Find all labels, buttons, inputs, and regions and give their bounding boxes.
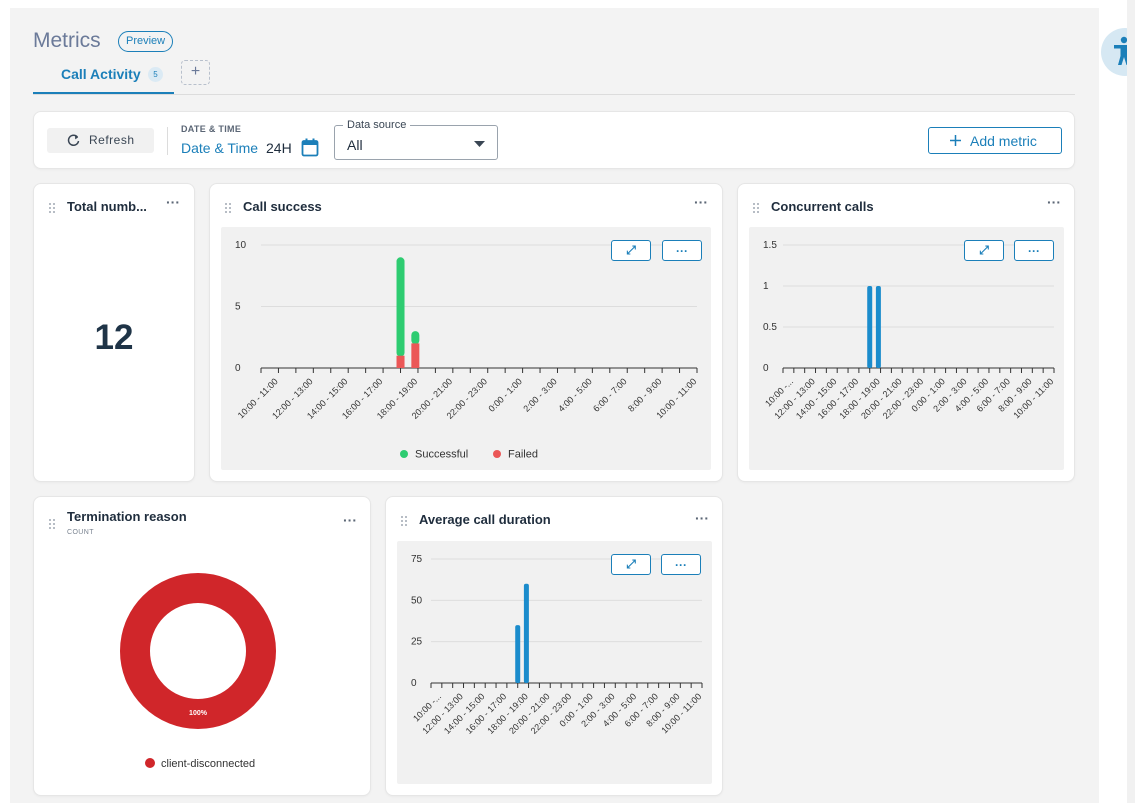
date-time-picker[interactable]: Date & Time 24H <box>181 138 321 158</box>
drag-handle-icon[interactable] <box>401 516 409 526</box>
refresh-button[interactable]: Refresh <box>47 128 154 153</box>
toolbar: Refresh DATE & TIME Date & Time 24H Data… <box>33 111 1075 169</box>
x-tick-label: 0:00 - 1:00 <box>487 376 524 413</box>
x-tick-label: 2:00 - 3:00 <box>521 376 558 413</box>
date-range-value: 24H <box>266 140 292 156</box>
bar-failed <box>396 355 405 368</box>
legend-label: Successful <box>415 449 468 461</box>
legend-label: Failed <box>508 449 538 461</box>
widget-concurrent-calls: Concurrent calls ··· 0 0.5 1 1.5 10:00 -... 1… <box>737 183 1075 482</box>
donut-slice <box>120 573 276 729</box>
more-options-icon[interactable]: ··· <box>166 194 180 210</box>
widget-average-call-duration: Average call duration ··· 0 25 50 75 10:00 -… <box>385 496 723 796</box>
drag-handle-icon[interactable] <box>225 203 233 213</box>
bar-failed <box>411 343 420 368</box>
date-time-caption: DATE & TIME <box>181 124 242 134</box>
x-tick-label: 4:00 - 5:00 <box>556 376 593 413</box>
plus-icon <box>950 135 961 146</box>
y-tick-label: 1 <box>763 281 769 292</box>
more-options-icon[interactable]: ··· <box>694 194 708 210</box>
tab-count-badge: 5 <box>148 67 163 82</box>
calendar-icon <box>301 138 319 157</box>
toolbar-divider <box>167 127 168 155</box>
accessibility-icon <box>1114 36 1134 65</box>
app-frame: Metrics Preview Call Activity 5 + Refres… <box>10 8 1099 803</box>
chart-area: 0 5 10 10:00 - 11:00 12:00 - 13:00 14:00 - 15… <box>221 227 711 470</box>
page-title: Metrics <box>33 29 101 52</box>
y-tick-label: 1.5 <box>763 240 777 251</box>
widget-termination-reason: Termination reason COUNT ··· 100% client-… <box>33 496 371 796</box>
legend-marker <box>493 450 501 458</box>
expand-chart-button[interactable]: ⤢ <box>611 554 651 575</box>
total-value: 12 <box>94 318 134 357</box>
widget-total-number: Total numb... ··· 12 <box>33 183 195 482</box>
legend-marker <box>145 758 155 768</box>
y-tick-label: 25 <box>411 637 423 648</box>
data-source-label: Data source <box>343 119 411 131</box>
chart-options-button[interactable]: ··· <box>662 240 702 261</box>
widget-subtitle: COUNT <box>67 529 94 536</box>
add-metric-button[interactable]: Add metric <box>928 127 1062 154</box>
data-source-select[interactable]: Data source All <box>334 119 498 160</box>
legend-label: client-disconnected <box>161 758 255 770</box>
widget-title: Total numb... <box>67 199 147 214</box>
widget-title: Average call duration <box>419 512 551 527</box>
y-tick-label: 0 <box>235 363 241 374</box>
y-tick-label: 0 <box>763 363 769 374</box>
drag-handle-icon[interactable] <box>49 519 57 529</box>
y-tick-label: 10 <box>235 240 247 251</box>
drag-handle-icon[interactable] <box>753 203 761 213</box>
preview-badge: Preview <box>118 31 174 52</box>
y-tick-label: 5 <box>235 302 241 313</box>
add-tab-button[interactable]: + <box>181 60 210 85</box>
bar <box>867 286 873 368</box>
expand-chart-button[interactable]: ⤢ <box>964 240 1004 261</box>
chart-options-button[interactable]: ··· <box>661 554 701 575</box>
chart-area: 0 0.5 1 1.5 10:00 -... 12:00 - 13:00 14:00 - 1… <box>749 227 1064 470</box>
tab-call-activity[interactable]: Call Activity 5 <box>33 61 174 94</box>
more-options-icon[interactable]: ··· <box>695 510 709 526</box>
drag-handle-icon[interactable] <box>49 203 57 213</box>
widget-title: Call success <box>243 199 322 214</box>
more-options-icon[interactable]: ··· <box>1047 194 1061 210</box>
chart-options-button[interactable]: ··· <box>1014 240 1054 261</box>
chart-area: 0 25 50 75 10:00 -... 12:00 - 13:00 14:00 - 15… <box>397 541 712 784</box>
widget-call-success: Call success ··· 0 5 10 10:00 - 11:00 12:00 … <box>209 183 723 482</box>
bar <box>523 583 529 683</box>
termination-donut-chart: 100% client-disconnected <box>120 573 276 770</box>
chevron-down-icon <box>474 141 485 147</box>
bar <box>875 286 881 368</box>
tabs-divider <box>33 94 1075 95</box>
date-time-value: Date & Time <box>181 140 259 156</box>
slice-percent-label: 100% <box>189 710 208 717</box>
legend-marker <box>400 450 408 458</box>
tab-label: Call Activity <box>61 66 141 82</box>
x-tick-label: 8:00 - 9:00 <box>626 376 663 413</box>
widget-title: Termination reason <box>67 509 187 524</box>
y-tick-label: 0 <box>411 678 417 689</box>
expand-chart-button[interactable]: ⤢ <box>611 240 651 261</box>
bar-successful <box>411 331 420 345</box>
add-metric-label: Add metric <box>970 133 1037 149</box>
scrollbar[interactable] <box>1127 0 1135 803</box>
y-tick-label: 50 <box>411 595 423 606</box>
refresh-icon <box>67 134 80 147</box>
y-tick-label: 75 <box>411 554 423 565</box>
widget-title: Concurrent calls <box>771 199 874 214</box>
bar <box>515 625 521 683</box>
refresh-label: Refresh <box>89 133 135 147</box>
bar-successful <box>396 257 405 357</box>
data-source-value: All <box>347 137 363 153</box>
y-tick-label: 0.5 <box>763 322 777 333</box>
x-tick-label: 6:00 - 7:00 <box>591 376 628 413</box>
